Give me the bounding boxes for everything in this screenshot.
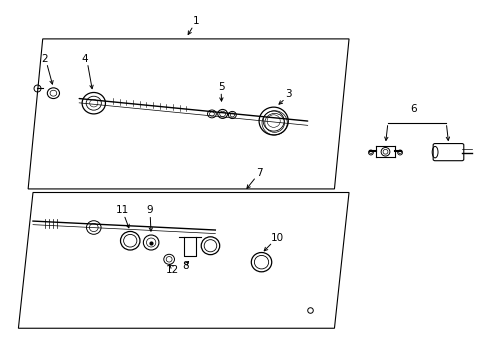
Text: 7: 7	[255, 168, 262, 178]
Text: 6: 6	[409, 104, 416, 114]
Text: 9: 9	[146, 205, 153, 215]
Text: 11: 11	[115, 205, 128, 215]
Text: 3: 3	[285, 89, 291, 99]
Text: 4: 4	[81, 54, 88, 64]
Text: 8: 8	[182, 261, 188, 271]
Text: 10: 10	[270, 233, 284, 243]
Text: 1: 1	[192, 16, 199, 26]
Text: 12: 12	[165, 265, 179, 275]
Text: 5: 5	[217, 82, 224, 92]
Text: 2: 2	[41, 54, 47, 64]
